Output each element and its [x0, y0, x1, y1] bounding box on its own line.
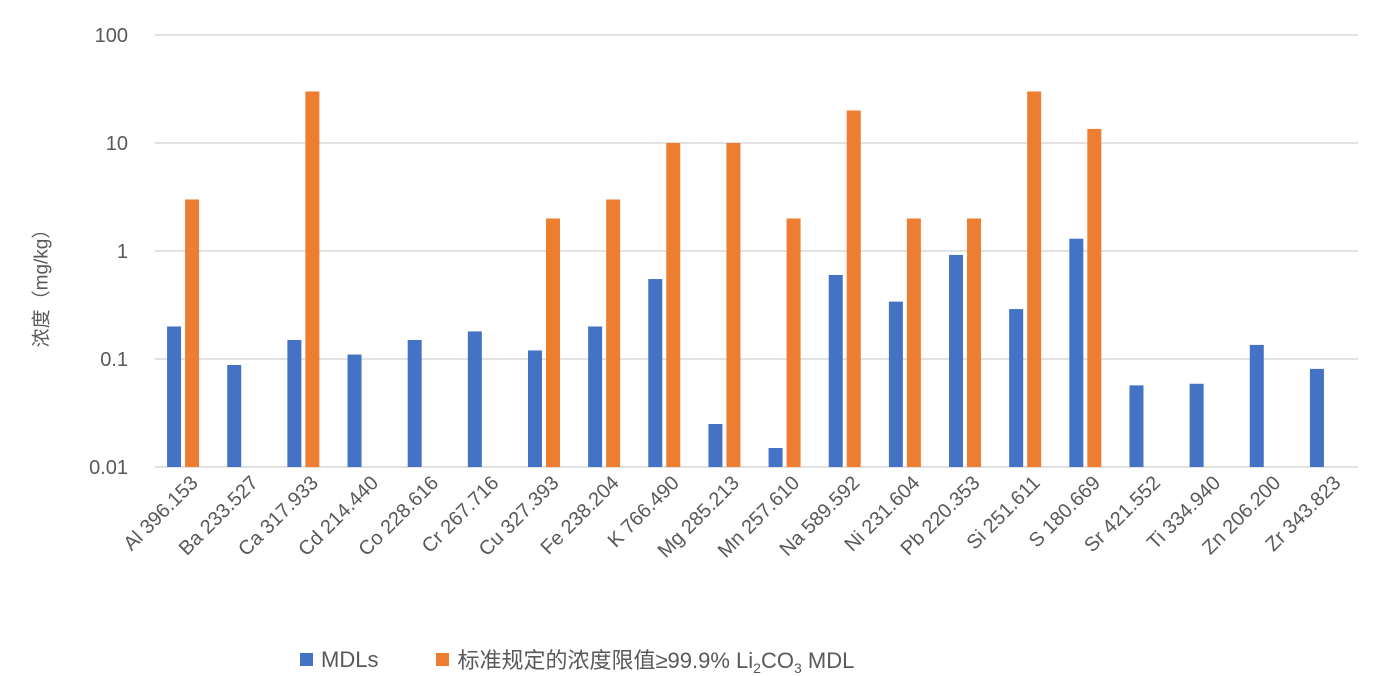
- bar-mdl: [648, 279, 663, 467]
- bar-standard-limit: [305, 91, 320, 468]
- bar-standard-limit: [726, 143, 741, 467]
- bar-standard-limit: [545, 218, 560, 467]
- bar-mdl: [588, 326, 603, 467]
- bar-mdl: [347, 354, 362, 467]
- bar-standard-limit: [606, 199, 621, 468]
- legend-text-3: MDL: [801, 648, 855, 673]
- bar-mdl: [407, 339, 422, 467]
- legend-text-1: 标准规定的浓度限值≥99.9% Li: [457, 648, 754, 673]
- legend-swatch-blue: [300, 653, 313, 666]
- bar-mdl: [1189, 383, 1204, 467]
- legend-item-standard-limit: 标准规定的浓度限值≥99.9% Li2CO3 MDL: [436, 643, 854, 676]
- legend-sub-1: 2: [753, 660, 761, 676]
- y-tick-label: 100: [95, 25, 128, 47]
- bar-mdl: [167, 326, 182, 467]
- bar-standard-limit: [906, 218, 921, 467]
- bar-standard-limit: [185, 199, 200, 468]
- bar-mdl: [1129, 385, 1144, 467]
- bar-mdl: [828, 274, 843, 467]
- bar-standard-limit: [1087, 128, 1102, 467]
- bar-mdl: [888, 301, 903, 467]
- bar-standard-limit: [786, 218, 801, 467]
- legend-text-2: CO: [760, 648, 794, 673]
- bar-mdl: [527, 350, 542, 467]
- legend-swatch-orange: [436, 653, 450, 666]
- bar-mdl: [467, 331, 482, 467]
- y-tick-label: 10: [106, 133, 128, 155]
- y-tick-label: 0.1: [100, 349, 128, 371]
- bar-mdl: [708, 424, 723, 467]
- bar-standard-limit: [846, 110, 861, 467]
- bar-mdl: [768, 447, 783, 467]
- bar-standard-limit: [666, 143, 681, 467]
- bar-mdl: [1309, 368, 1324, 467]
- bar-mdl: [1249, 344, 1264, 467]
- legend-item-mdls: MDLs: [300, 647, 378, 673]
- legend: MDLs 标准规定的浓度限值≥99.9% Li2CO3 MDL: [300, 643, 912, 676]
- legend-sub-2: 3: [793, 660, 802, 676]
- bar-mdl: [227, 364, 242, 467]
- legend-label-mdls: MDLs: [321, 646, 379, 672]
- bar-mdl: [949, 254, 964, 467]
- legend-label-standard: 标准规定的浓度限值≥99.9% Li2CO3 MDL: [457, 643, 854, 676]
- y-axis-label: 浓度（mg/kg）: [31, 219, 53, 348]
- y-tick-label: 0.01: [89, 457, 128, 479]
- bar-standard-limit: [967, 218, 982, 467]
- bar-mdl: [1009, 309, 1024, 467]
- bar-mdl: [1069, 238, 1084, 467]
- bar-mdl: [287, 339, 302, 467]
- y-tick-label: 1: [117, 241, 128, 263]
- bar-standard-limit: [1027, 91, 1042, 468]
